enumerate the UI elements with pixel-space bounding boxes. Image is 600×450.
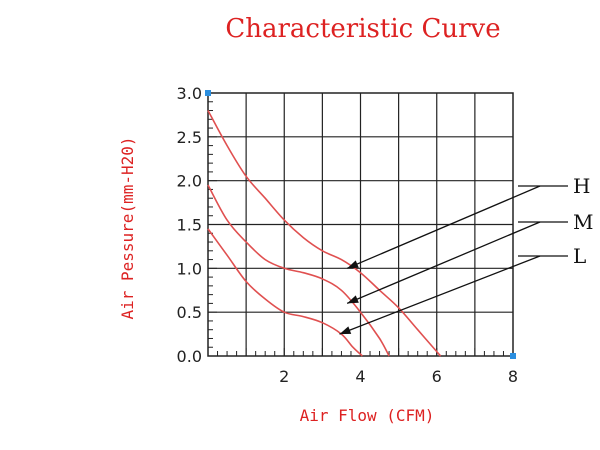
x-tick-label: 8	[508, 367, 518, 386]
x-tick-label: 4	[355, 367, 365, 386]
corner-marker-bottom-right	[510, 353, 516, 359]
series-lines	[207, 110, 442, 357]
plot-frame	[207, 92, 514, 357]
y-tick-label: 1.0	[177, 259, 202, 278]
plot-frame-group	[205, 90, 516, 359]
series-label-l: L	[573, 244, 586, 268]
y-tick-label: 0.5	[177, 303, 202, 322]
y-tick-label: 3.0	[177, 84, 202, 103]
x-axis-title: Air Flow (CFM)	[300, 406, 435, 425]
series-labels: HML	[573, 174, 593, 268]
pointer-arrowhead-l	[339, 326, 352, 335]
y-tick-label: 2.0	[177, 172, 202, 191]
series-line-l	[207, 228, 363, 357]
pointer-line-m	[346, 221, 541, 304]
pointer-arrowhead-m	[347, 295, 359, 304]
grid-lines	[208, 93, 513, 356]
series-line-h	[207, 110, 442, 357]
series-line-m	[207, 184, 390, 357]
y-tick-labels: 0.0 0.5 1.0 1.5 2.0 2.5 3.0	[177, 84, 202, 366]
x-tick-label: 2	[279, 367, 289, 386]
y-axis-title: Air Pessure(mm-H20)	[118, 136, 137, 319]
y-tick-label: 1.5	[177, 216, 202, 235]
x-tick-labels: 2 4 6 8	[279, 367, 518, 386]
y-tick-label: 0.0	[177, 347, 202, 366]
pointer-arrowhead-h	[347, 260, 359, 269]
series-pointers	[339, 185, 568, 335]
pointer-line-h	[346, 185, 541, 269]
corner-marker-top-left	[205, 90, 211, 96]
x-tick-label: 6	[432, 367, 442, 386]
pointer-line-l	[339, 255, 541, 335]
chart-title: Characteristic Curve	[225, 14, 500, 44]
series-label-m: M	[573, 210, 593, 234]
series-label-h: H	[573, 174, 590, 198]
y-tick-label: 2.5	[177, 128, 202, 147]
